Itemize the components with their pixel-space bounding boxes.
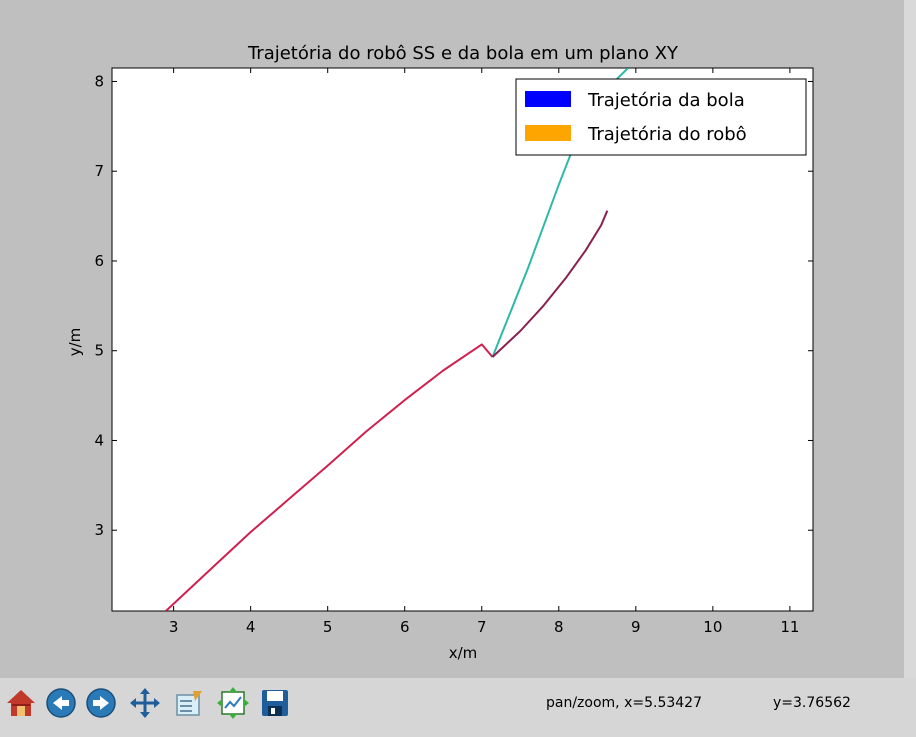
x-tick-label: 11 (780, 618, 799, 636)
plot-svg: Trajetória do robô SS e da bola em um pl… (66, 43, 814, 662)
back-icon[interactable] (44, 686, 78, 720)
x-tick-label: 5 (323, 618, 333, 636)
figure-canvas: Trajetória do robô SS e da bola em um pl… (66, 43, 814, 662)
y-tick-label: 7 (94, 162, 104, 180)
y-tick-label: 8 (94, 72, 104, 90)
y-tick-label: 6 (94, 252, 104, 270)
subplots-icon[interactable] (216, 686, 250, 720)
legend-label-bola: Trajetória da bola (587, 90, 745, 111)
home-icon[interactable] (4, 686, 38, 720)
pan-icon[interactable] (128, 686, 162, 720)
x-tick-label: 10 (703, 618, 722, 636)
x-tick-label: 3 (169, 618, 179, 636)
x-tick-label: 7 (477, 618, 487, 636)
cursor-x-status: pan/zoom, x=5.53427 (546, 695, 702, 711)
x-tick-label: 8 (554, 618, 564, 636)
legend-swatch-bola (525, 91, 571, 107)
x-tick-label: 9 (631, 618, 641, 636)
chart-title: Trajetória do robô SS e da bola em um pl… (247, 43, 679, 64)
zoom-icon[interactable] (172, 686, 206, 720)
save-icon[interactable] (258, 686, 292, 720)
y-tick-label: 4 (94, 431, 104, 449)
legend: Trajetória da bola Trajetória do robô (515, 78, 807, 156)
window-edge (904, 0, 916, 678)
series-line-2 (491, 210, 609, 358)
y-tick-label: 5 (94, 342, 104, 360)
forward-icon[interactable] (84, 686, 118, 720)
x-tick-label: 4 (246, 618, 256, 636)
y-axis-label: y/m (66, 328, 84, 357)
legend-swatch-robo (525, 125, 571, 141)
x-axis-label: x/m (449, 644, 478, 662)
axes-area[interactable] (111, 67, 814, 612)
ticks-group: 3 4 5 6 7 8 9 10 11 3 4 5 6 7 8 (94, 68, 813, 636)
legend-label-robo: Trajetória do robô (587, 124, 747, 145)
cursor-y-status: y=3.76562 (773, 695, 851, 711)
x-tick-label: 6 (400, 618, 410, 636)
navigation-toolbar: pan/zoom, x=5.53427 y=3.76562 (0, 678, 916, 737)
y-tick-label: 3 (94, 521, 104, 539)
series-line-1 (165, 343, 494, 611)
